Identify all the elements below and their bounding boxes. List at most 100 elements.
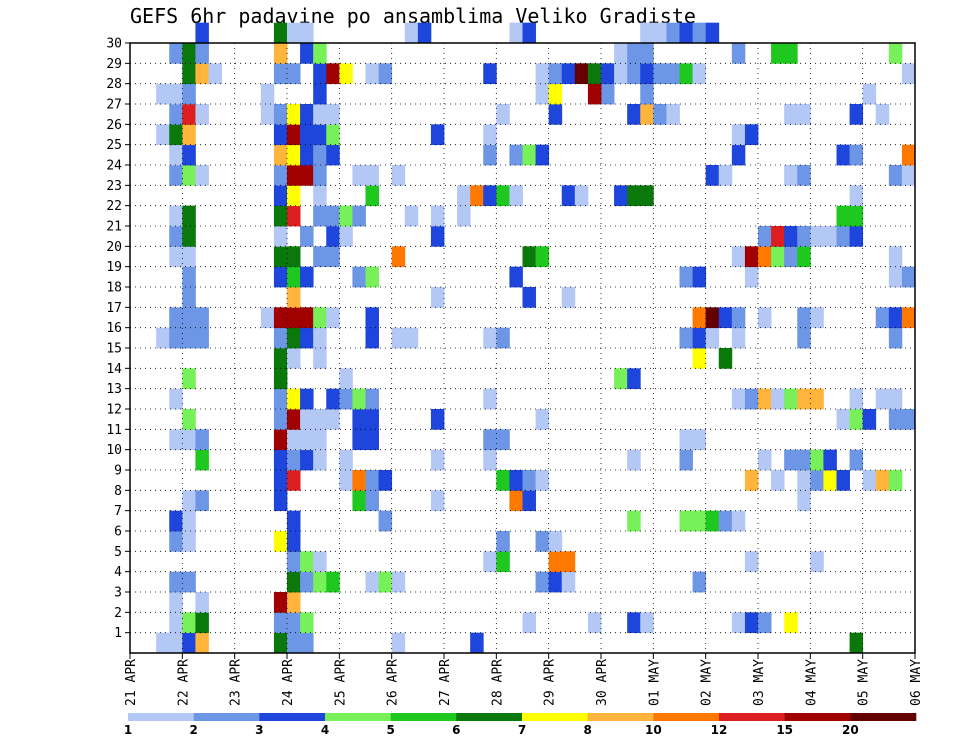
heatmap-cell bbox=[875, 307, 890, 329]
heatmap-cell bbox=[313, 63, 327, 85]
heatmap-cell bbox=[404, 327, 419, 349]
heatmap-cell bbox=[326, 104, 340, 125]
heatmap-cell bbox=[365, 63, 379, 85]
heatmap-cell bbox=[535, 409, 550, 430]
heatmap-cell bbox=[313, 429, 327, 451]
x-tick-label: 03 MAY bbox=[752, 659, 767, 706]
heatmap-cell bbox=[888, 165, 903, 186]
heatmap-cell bbox=[365, 429, 379, 451]
heatmap-cell bbox=[496, 470, 510, 491]
heatmap-cell bbox=[797, 165, 811, 186]
heatmap-cell bbox=[169, 104, 183, 125]
heatmap-cell bbox=[273, 388, 288, 410]
heatmap-cell bbox=[273, 124, 288, 146]
heatmap-cell bbox=[875, 388, 890, 410]
heatmap-cell bbox=[313, 205, 327, 227]
heatmap-cell bbox=[313, 246, 327, 268]
heatmap-cell bbox=[287, 287, 301, 308]
heatmap-cell bbox=[875, 470, 890, 491]
heatmap-cell bbox=[195, 449, 209, 471]
heatmap-cell bbox=[195, 43, 209, 64]
heatmap-cell bbox=[273, 63, 288, 85]
heatmap-cell bbox=[273, 449, 288, 471]
heatmap-cell bbox=[705, 327, 720, 349]
heatmap-cell bbox=[287, 592, 301, 613]
heatmap-cell bbox=[287, 205, 301, 227]
heatmap-cell bbox=[273, 22, 288, 44]
heatmap-cell bbox=[169, 83, 183, 105]
heatmap-cell bbox=[182, 368, 196, 390]
heatmap-cell bbox=[705, 22, 720, 44]
heatmap-cell bbox=[287, 246, 301, 268]
heatmap-cell bbox=[692, 22, 707, 44]
heatmap-cell bbox=[483, 124, 497, 146]
heatmap-cell bbox=[352, 388, 366, 410]
heatmap-cell bbox=[509, 490, 523, 512]
heatmap-cell bbox=[509, 22, 523, 44]
heatmap-cell bbox=[771, 226, 785, 247]
heatmap-cell bbox=[888, 409, 903, 430]
legend-label: 10 bbox=[645, 723, 662, 737]
heatmap-cell bbox=[483, 388, 497, 410]
heatmap-cell bbox=[287, 327, 301, 349]
heatmap-cell bbox=[901, 63, 916, 85]
heatmap-cell bbox=[430, 449, 445, 471]
heatmap-cell bbox=[287, 612, 301, 634]
heatmap-cell bbox=[195, 429, 209, 451]
heatmap-cell bbox=[587, 63, 602, 85]
heatmap-cell bbox=[679, 429, 693, 451]
heatmap-cell bbox=[797, 490, 811, 512]
heatmap-cell bbox=[692, 348, 707, 369]
legend-label: 3 bbox=[255, 723, 263, 737]
heatmap-cell bbox=[273, 490, 288, 512]
heatmap-cell bbox=[522, 470, 536, 491]
heatmap-cell bbox=[430, 490, 445, 512]
heatmap-cell bbox=[365, 409, 379, 430]
heatmap-cell bbox=[574, 185, 589, 207]
heatmap-cell bbox=[378, 571, 393, 593]
heatmap-cell bbox=[300, 165, 314, 186]
legend-label: 20 bbox=[842, 723, 859, 737]
legend-swatch bbox=[128, 713, 194, 721]
heatmap-cell bbox=[182, 63, 196, 85]
heatmap-cell bbox=[496, 104, 510, 125]
heatmap-cell bbox=[287, 510, 301, 532]
heatmap-cell bbox=[666, 104, 680, 125]
heatmap-cell bbox=[169, 226, 183, 247]
heatmap-cell bbox=[744, 388, 759, 410]
y-tick-label: 18 bbox=[106, 281, 122, 296]
heatmap-cell bbox=[169, 124, 183, 146]
y-tick-label: 9 bbox=[114, 464, 122, 479]
heatmap-cell bbox=[273, 409, 288, 430]
x-tick-label: 30 APR bbox=[595, 659, 610, 706]
heatmap-cell bbox=[404, 205, 419, 227]
heatmap-cell bbox=[182, 226, 196, 247]
heatmap-cell bbox=[810, 551, 824, 573]
heatmap-cell bbox=[692, 510, 707, 532]
heatmap-cell bbox=[548, 83, 563, 105]
y-tick-label: 30 bbox=[106, 37, 122, 52]
heatmap-cell bbox=[300, 327, 314, 349]
heatmap-cell bbox=[365, 388, 379, 410]
heatmap-cell bbox=[470, 632, 484, 654]
heatmap-cell bbox=[522, 246, 536, 268]
heatmap-cell bbox=[587, 83, 602, 105]
heatmap-cell bbox=[287, 531, 301, 552]
heatmap-cell bbox=[313, 551, 327, 573]
heatmap-cell bbox=[496, 327, 510, 349]
heatmap-cell bbox=[771, 246, 785, 268]
heatmap-cell bbox=[300, 632, 314, 654]
heatmap-cell bbox=[287, 551, 301, 573]
y-tick-label: 14 bbox=[106, 362, 122, 377]
heatmap-cell bbox=[273, 246, 288, 268]
heatmap-cell bbox=[273, 592, 288, 613]
heatmap-cell bbox=[287, 307, 301, 329]
heatmap-cell bbox=[287, 124, 301, 146]
heatmap-cell bbox=[627, 368, 641, 390]
heatmap-cell bbox=[744, 470, 759, 491]
heatmap-cell bbox=[182, 571, 196, 593]
heatmap-cell bbox=[313, 83, 327, 105]
heatmap-cell bbox=[182, 612, 196, 634]
heatmap-cell bbox=[169, 592, 183, 613]
